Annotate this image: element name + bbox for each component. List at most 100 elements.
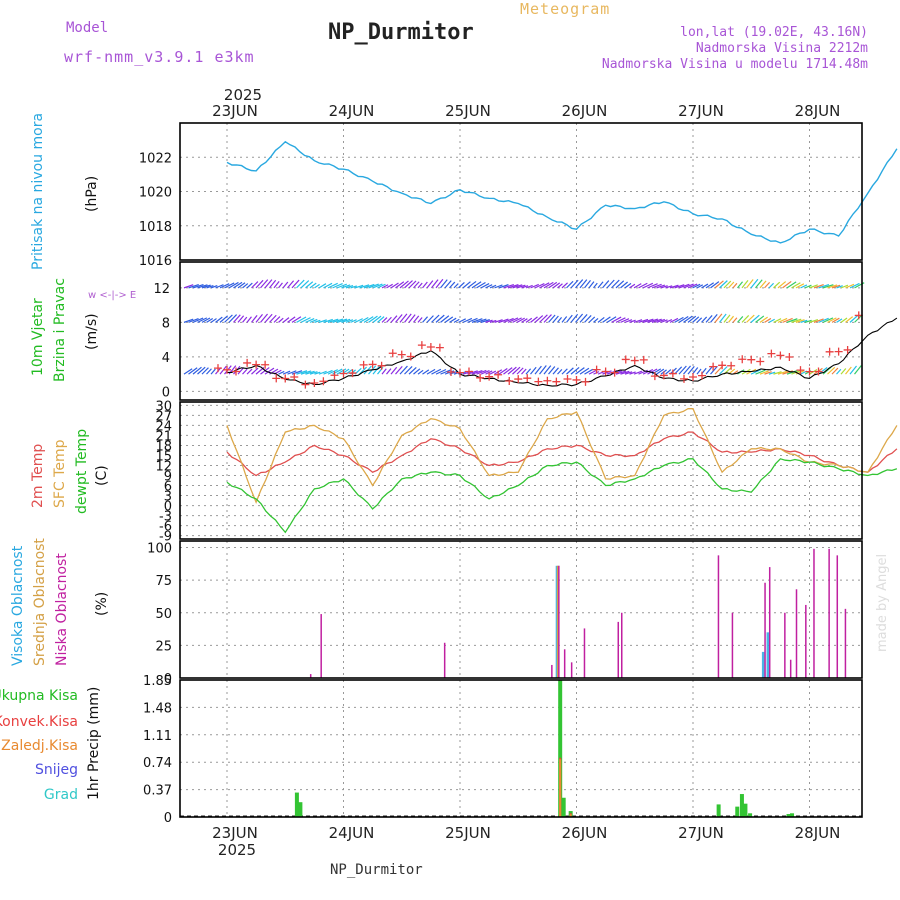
day-label-top: 26JUN bbox=[562, 102, 608, 120]
wind-barb bbox=[827, 317, 837, 323]
wind-barb bbox=[494, 284, 503, 289]
cloud-low-bar bbox=[731, 612, 734, 678]
wind-barb bbox=[651, 283, 662, 289]
wind-barb bbox=[705, 366, 713, 375]
day-label-bottom: 23JUN bbox=[212, 824, 258, 842]
wind-gust-marker bbox=[814, 367, 823, 376]
cloud-high-bar bbox=[766, 632, 770, 678]
wind-barb bbox=[543, 365, 552, 375]
wind-barb bbox=[764, 371, 772, 375]
wind-gust-marker bbox=[465, 367, 473, 376]
wind-barb bbox=[795, 319, 805, 323]
wind-label-1: 10m Vjetar bbox=[30, 298, 46, 376]
wind-barb bbox=[305, 370, 315, 375]
wind-barb bbox=[264, 367, 275, 375]
wind-barb bbox=[561, 316, 568, 323]
y-tick-label: 0 bbox=[164, 500, 172, 515]
station-elevation: Nadmorska Visina 2212m bbox=[695, 41, 868, 56]
wind-barb bbox=[278, 370, 285, 375]
day-label-top: 27JUN bbox=[678, 102, 724, 120]
wind-barb bbox=[183, 368, 193, 375]
wind-barb bbox=[494, 319, 503, 323]
wind-barb bbox=[197, 317, 208, 323]
wind-barb bbox=[327, 318, 339, 323]
wind-barb bbox=[588, 369, 597, 375]
wind-barb bbox=[224, 282, 235, 289]
wind-barb bbox=[552, 367, 559, 375]
cloud-low-label: Niska Oblacnost bbox=[54, 553, 70, 666]
wind-barb bbox=[728, 315, 735, 323]
wind-barb bbox=[224, 314, 233, 323]
panel-frame-1 bbox=[179, 122, 863, 261]
wind-barb bbox=[710, 313, 718, 323]
day-label-bottom: 27JUN bbox=[678, 824, 724, 842]
wind-barb bbox=[732, 282, 738, 289]
chart-marks bbox=[180, 140, 898, 817]
wind-gust-marker bbox=[281, 374, 290, 383]
wind-barb bbox=[611, 316, 622, 323]
wind-gust-marker bbox=[680, 374, 688, 383]
wind-barb bbox=[768, 318, 775, 323]
wind-barb bbox=[831, 284, 841, 289]
wind-barb bbox=[714, 280, 724, 289]
wind-barb bbox=[678, 316, 689, 323]
wind-barb bbox=[669, 284, 679, 289]
cloud-low-bar bbox=[844, 608, 847, 678]
wind-barb bbox=[602, 280, 610, 289]
wind-barb bbox=[624, 319, 633, 323]
wind-barb bbox=[399, 313, 408, 323]
wind-barb bbox=[588, 281, 595, 289]
wind-barb bbox=[251, 281, 259, 289]
cloud-low-bar bbox=[805, 604, 807, 678]
wind-barb bbox=[548, 366, 556, 375]
y-tick-label: 1.48 bbox=[143, 701, 172, 716]
wind-barb bbox=[404, 313, 412, 323]
axis-labels: 23JUN 23JUN 24JUN 24JUN 25JUN 25JUN 26JUN 26JUN… bbox=[139, 102, 840, 842]
precip-total-bar bbox=[786, 814, 791, 817]
wind-gust-marker bbox=[552, 377, 561, 386]
wind-barb bbox=[584, 315, 592, 323]
wind-barb bbox=[381, 317, 388, 323]
legend-frozen-rain: Zaledj.Kisa bbox=[1, 738, 78, 754]
legend-hail: Grad bbox=[44, 787, 78, 803]
wind-gust-marker bbox=[630, 356, 639, 365]
wind-barb bbox=[624, 371, 633, 375]
wind-barb bbox=[476, 369, 487, 375]
wind-barb bbox=[462, 317, 473, 323]
panel-frame-5 bbox=[179, 679, 863, 818]
cloud-low-bar bbox=[789, 659, 792, 678]
wind-barb bbox=[498, 284, 509, 289]
wind-barb bbox=[800, 284, 808, 289]
wind-barb bbox=[597, 281, 604, 289]
wind-barb bbox=[701, 283, 709, 289]
wind-barb bbox=[534, 283, 545, 289]
wind-barb bbox=[363, 283, 375, 289]
wind-gust-marker bbox=[406, 352, 415, 361]
wind-barb bbox=[737, 281, 744, 289]
wind-barb bbox=[219, 315, 229, 323]
wind-barb bbox=[849, 282, 860, 289]
wind-barb bbox=[422, 316, 428, 323]
wind-barb bbox=[498, 318, 509, 323]
wind-barb bbox=[534, 365, 542, 375]
wind-barb bbox=[408, 367, 417, 375]
wind-barb bbox=[741, 315, 750, 323]
wind-barb bbox=[678, 365, 687, 375]
wind-barb bbox=[804, 319, 812, 323]
wind-barb bbox=[512, 284, 523, 289]
wind-barb bbox=[561, 282, 568, 289]
wind-barb bbox=[251, 367, 259, 375]
wind-barb bbox=[629, 319, 636, 323]
wind-gust-marker bbox=[767, 349, 776, 358]
wind-barb bbox=[791, 282, 801, 289]
wind-barb bbox=[201, 284, 211, 289]
wind-barb bbox=[300, 280, 310, 289]
wind-gust-marker bbox=[447, 367, 455, 376]
wind-barb bbox=[606, 316, 617, 323]
wind-barb bbox=[219, 283, 230, 289]
wind-barb bbox=[750, 369, 762, 375]
wind-barb bbox=[849, 314, 859, 323]
wind-barb bbox=[233, 314, 241, 323]
wind-barb bbox=[692, 283, 701, 289]
year-label-top: 2025 bbox=[224, 86, 262, 104]
